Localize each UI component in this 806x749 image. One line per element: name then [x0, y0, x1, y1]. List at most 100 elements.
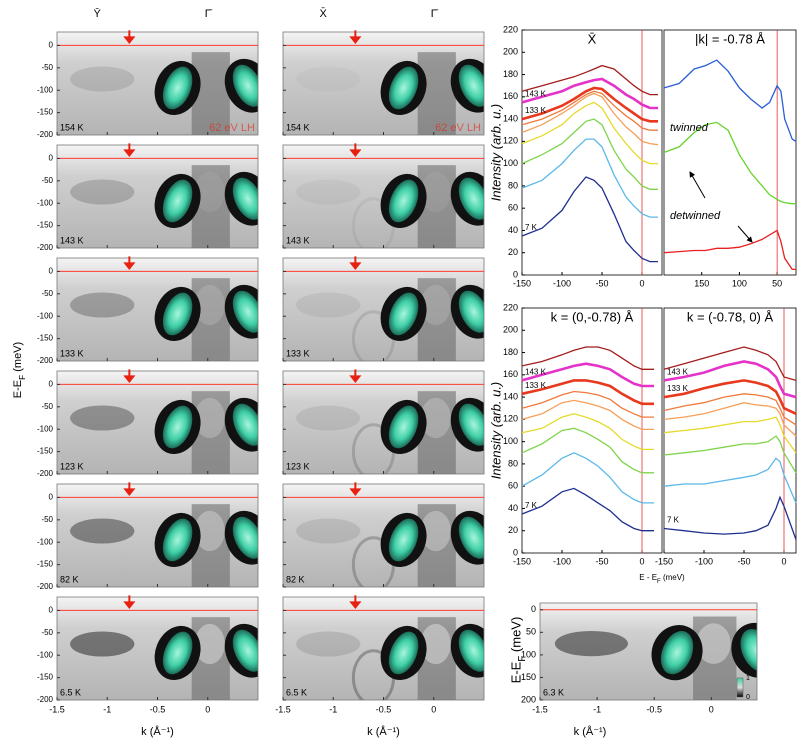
map-dome	[194, 284, 225, 326]
edc-curve	[521, 346, 654, 370]
temperature-label: 6.3 K	[543, 687, 564, 697]
map-dome	[420, 171, 451, 213]
map-band	[154, 60, 201, 116]
y-tick-label: 120	[503, 414, 518, 424]
panel-title: X̄	[588, 31, 597, 46]
map-band	[224, 284, 258, 339]
map-band	[224, 510, 258, 565]
map-blob	[296, 631, 361, 657]
annotation-arrow	[689, 171, 706, 199]
y-tick-label: 100	[521, 649, 536, 659]
y-tick-label: -150	[37, 673, 54, 682]
y-tick-label: 150	[521, 672, 536, 682]
plot-frame	[663, 307, 797, 554]
y-tick-label: 0	[513, 269, 518, 279]
y-tick-label: 40	[508, 503, 518, 513]
y-axis-label: E-EF (meV)	[12, 342, 27, 398]
map-image	[283, 258, 484, 361]
x-tick-label: -0.5	[150, 704, 166, 714]
map-band	[224, 397, 258, 452]
arrow-marker	[123, 369, 136, 384]
arrow-marker	[123, 143, 136, 158]
map-dome	[194, 623, 225, 665]
map-band	[450, 623, 484, 678]
y-tick-label: 20	[508, 525, 518, 535]
map-band	[154, 173, 201, 229]
x-tick-label: -1	[593, 704, 601, 714]
edc-curve	[521, 86, 658, 123]
edc-curve	[521, 362, 654, 388]
annotation: 62 eV LH	[209, 122, 255, 134]
annotation: twinned	[670, 122, 709, 134]
map-dome	[194, 171, 225, 213]
map-dome	[194, 397, 225, 439]
map-dome	[420, 623, 451, 665]
edc-curve	[521, 90, 658, 131]
map-dome	[696, 623, 731, 664]
arrow-marker	[349, 256, 362, 271]
y-tick-label: 20	[508, 247, 518, 257]
y-tick-label: 0	[49, 154, 54, 163]
map-band	[224, 58, 258, 113]
temperature-label: 154 K	[286, 122, 310, 132]
map-image	[283, 597, 484, 700]
y-tick-label: -150	[37, 447, 54, 456]
edc-curve	[521, 92, 659, 146]
edc-curve	[663, 402, 797, 437]
map-band	[154, 625, 201, 681]
edc-curve	[663, 346, 797, 382]
y-tick-label: -100	[37, 85, 54, 94]
map-band-core	[232, 290, 258, 333]
map-band-core	[388, 66, 419, 110]
column-label: Ȳ	[94, 8, 102, 20]
map-band-core	[162, 631, 193, 675]
y-tick-label: 200	[503, 325, 518, 335]
y-tick-label: 160	[503, 91, 518, 101]
y-tick-label: -100	[37, 311, 54, 320]
map-band-core	[458, 290, 484, 333]
map-band-core	[232, 177, 258, 220]
x-tick-label: 0	[639, 556, 644, 566]
map-band	[651, 625, 703, 681]
x-tick-label: 0	[431, 704, 436, 714]
map-band-core	[458, 64, 484, 107]
map-image	[57, 371, 258, 474]
temperature-label: 133 K	[286, 348, 310, 358]
edc-curve	[521, 77, 658, 110]
x-tick-label: 50	[772, 278, 782, 288]
y-tick-label: -150	[37, 560, 54, 569]
y-tick-label: -100	[37, 424, 54, 433]
y-tick-label: 180	[503, 347, 518, 357]
plot-frame	[663, 29, 797, 276]
edc-curve	[521, 452, 654, 504]
edc-curve	[663, 59, 797, 142]
edc-curve	[521, 138, 658, 218]
map-band-core	[162, 405, 193, 449]
annotation: detwinned	[670, 210, 721, 222]
y-tick-label: 220	[503, 302, 518, 312]
map-blob	[554, 630, 628, 657]
curve-label: 133 K	[525, 381, 547, 390]
y-tick-label: 180	[503, 69, 518, 79]
map-dome	[420, 397, 451, 439]
map-blob	[70, 179, 135, 205]
column-label: X̄	[320, 7, 328, 20]
y-tick-label: -150	[37, 221, 54, 230]
y-tick-label: -200	[37, 582, 54, 591]
map-blob	[70, 518, 135, 544]
map-dome	[420, 284, 451, 326]
y-tick-label: 120	[503, 136, 518, 146]
map-blob	[296, 66, 360, 91]
temperature-label: 82 K	[286, 574, 305, 584]
x-tick-label: -100	[553, 278, 571, 288]
x-tick-label: -0.5	[376, 704, 392, 714]
curve-label: 143 K	[667, 367, 689, 376]
edc-curve	[521, 390, 654, 418]
edc-curve	[521, 176, 658, 263]
map-blob	[296, 518, 361, 544]
edc-curve	[663, 360, 797, 399]
panel-title: k = (0,-0.78) Å	[551, 309, 634, 324]
curve-label: 133 K	[667, 384, 689, 393]
map-band	[380, 60, 427, 116]
map-blob	[70, 631, 135, 657]
